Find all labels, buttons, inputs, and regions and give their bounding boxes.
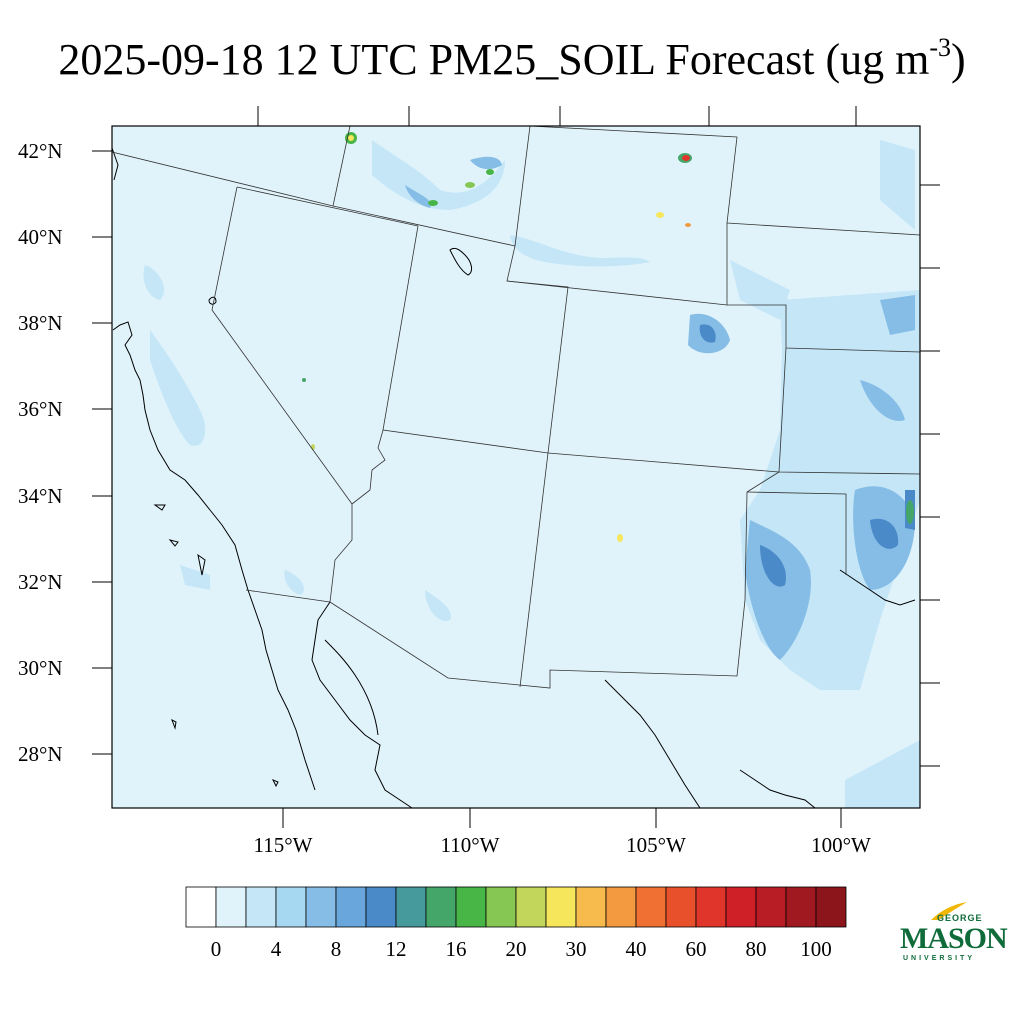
- lon-label-110w: 110°W: [440, 833, 500, 857]
- logo-swoosh-icon: [931, 902, 967, 920]
- colorbar-swatch: [275, 886, 307, 928]
- logo-sub-text: UNIVERSITY: [903, 955, 976, 962]
- colorbar-swatch: [425, 886, 457, 928]
- colorbar-swatch: [725, 886, 757, 928]
- colorbar-label-0: 0: [210, 937, 222, 961]
- colorbar-swatch: [185, 886, 217, 928]
- title-main: 2025-09-18 12 UTC PM25_SOIL Forecast (ug…: [58, 35, 930, 84]
- colorbar-label-40: 40: [625, 937, 647, 961]
- contour-medium: [405, 156, 915, 660]
- lat-label-34n: 34°N: [18, 484, 63, 508]
- axis-ticks: [92, 106, 940, 828]
- colorbar-label-12: 12: [385, 937, 407, 961]
- logo-main-text: MASON: [900, 922, 1008, 955]
- colorbar-swatch: [395, 886, 427, 928]
- colorbar-swatch: [545, 886, 577, 928]
- colorbar-swatch: [635, 886, 667, 928]
- colorbar-swatch: [665, 886, 697, 928]
- colorbar-label-30: 30: [565, 937, 587, 961]
- map-frame: [111, 125, 921, 809]
- lat-label-42n: 42°N: [18, 139, 63, 163]
- colorbar-label-100: 100: [800, 937, 832, 961]
- colorbar-swatch: [215, 886, 247, 928]
- lat-label-38n: 38°N: [18, 311, 63, 335]
- colorbar-swatch: [305, 886, 337, 928]
- colorbar-swatch: [245, 886, 277, 928]
- colorbar-swatch: [815, 886, 847, 928]
- colorbar-swatch: [455, 886, 487, 928]
- state-borders: [111, 125, 921, 689]
- colorbar-label-8: 8: [330, 937, 342, 961]
- colorbar-label-4: 4: [270, 937, 282, 961]
- colorbar-swatch: [365, 886, 397, 928]
- colorbar: [185, 886, 847, 928]
- lon-label-115w: 115°W: [253, 833, 313, 857]
- colorbar-label-16: 16: [445, 937, 467, 961]
- lon-label-105w: 105°W: [626, 833, 686, 857]
- gmu-logo: GEORGE MASON UNIVERSITY: [897, 900, 1008, 970]
- lat-label-30n: 30°N: [18, 656, 63, 680]
- colorbar-swatch: [515, 886, 547, 928]
- lat-label-36n: 36°N: [18, 397, 63, 421]
- coastlines: [111, 147, 916, 809]
- colorbar-swatch: [755, 886, 787, 928]
- colorbar-label-20: 20: [505, 937, 527, 961]
- logo-top-text: GEORGE: [937, 913, 983, 923]
- title-end: ): [951, 35, 966, 84]
- colorbar-swatch: [695, 886, 727, 928]
- colorbar-label-60: 60: [685, 937, 707, 961]
- colorbar-swatch: [785, 886, 817, 928]
- colorbar-swatch: [335, 886, 367, 928]
- lon-label-100w: 100°W: [811, 833, 871, 857]
- lat-label-40n: 40°N: [18, 225, 63, 249]
- title-superscript: -3: [929, 33, 951, 62]
- lat-label-28n: 28°N: [18, 742, 63, 766]
- colorbar-label-80: 80: [745, 937, 767, 961]
- colorbar-swatch: [605, 886, 637, 928]
- lat-label-32n: 32°N: [18, 570, 63, 594]
- colorbar-swatch: [485, 886, 517, 928]
- colorbar-swatch: [575, 886, 607, 928]
- map-title: 2025-09-18 12 UTC PM25_SOIL Forecast (ug…: [0, 30, 1024, 90]
